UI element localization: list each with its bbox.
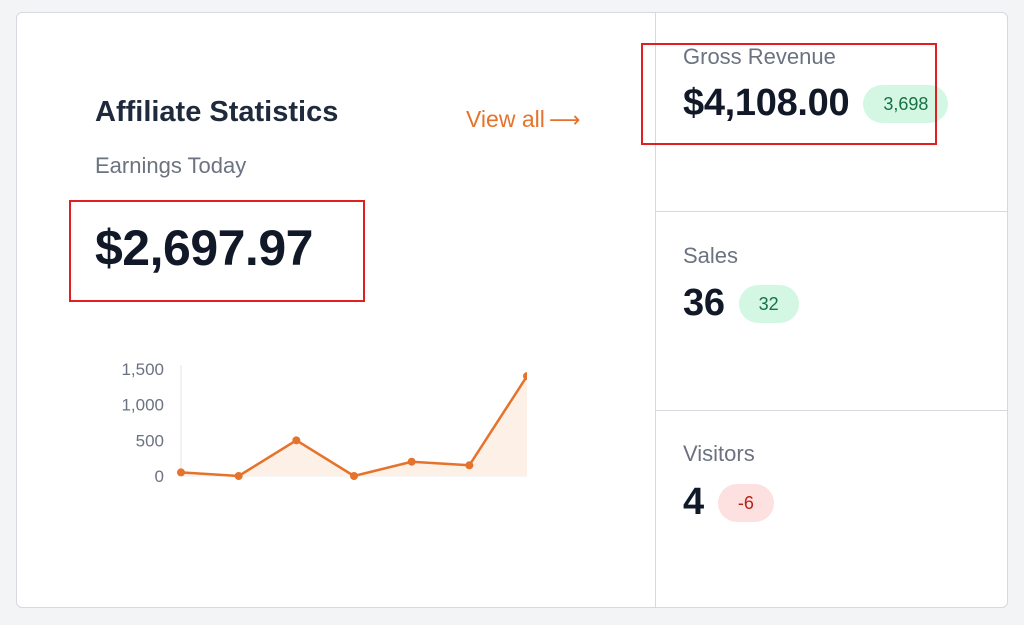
y-tick-label: 0 bbox=[155, 467, 164, 486]
trend-badge: 3,698 bbox=[863, 84, 949, 123]
stat-visitors: Visitors 4 -6 bbox=[656, 411, 1007, 607]
affiliate-summary-panel: Affiliate Statistics View all ⟶ Earnings … bbox=[17, 13, 655, 607]
view-all-label: View all bbox=[466, 106, 545, 132]
y-axis-ticks: 1,500 1,000 500 0 bbox=[121, 360, 164, 486]
arrow-right-icon: ⟶ bbox=[548, 107, 581, 132]
y-tick-label: 500 bbox=[136, 431, 164, 450]
data-point bbox=[465, 461, 474, 470]
stat-value: $4,108.00 bbox=[683, 82, 850, 124]
stat-label: Gross Revenue bbox=[683, 44, 836, 69]
earnings-today-value: $2,697.97 bbox=[95, 220, 313, 276]
data-point bbox=[234, 472, 243, 480]
y-tick-label: 1,500 bbox=[121, 360, 164, 379]
y-tick-label: 1,000 bbox=[121, 396, 164, 415]
stat-label: Sales bbox=[683, 243, 739, 268]
trend-badge: 32 bbox=[738, 284, 799, 323]
stat-gross-revenue: Gross Revenue $4,108.00 3,698 bbox=[656, 13, 1007, 212]
data-point bbox=[407, 457, 416, 466]
stats-panel: Gross Revenue $4,108.00 3,698 Sales 36 3… bbox=[641, 13, 1007, 607]
affiliate-statistics-card: Affiliate Statistics View all ⟶ Earnings … bbox=[16, 12, 1008, 608]
earnings-chart: 1,500 1,000 500 0 bbox=[121, 360, 527, 486]
data-point bbox=[350, 472, 358, 480]
view-all-link[interactable]: View all ⟶ bbox=[466, 106, 580, 133]
series-points bbox=[177, 372, 527, 480]
card-title: Affiliate Statistics bbox=[95, 96, 339, 128]
earnings-today-label: Earnings Today bbox=[95, 153, 247, 178]
data-point bbox=[523, 372, 527, 381]
data-point bbox=[292, 436, 301, 445]
trend-badge: -6 bbox=[717, 483, 774, 522]
stat-label: Visitors bbox=[683, 441, 755, 466]
series-area bbox=[181, 376, 527, 476]
data-point bbox=[177, 468, 185, 477]
stat-value: 36 bbox=[683, 282, 725, 324]
stat-value: 4 bbox=[683, 481, 704, 523]
stat-sales: Sales 36 32 bbox=[656, 212, 1007, 411]
